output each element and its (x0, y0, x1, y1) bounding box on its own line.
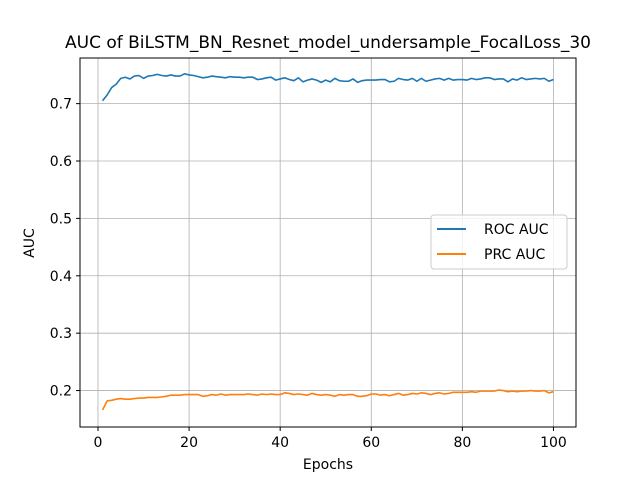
chart-title: AUC of BiLSTM_BN_Resnet_model_undersampl… (65, 33, 591, 53)
legend-label-roc-auc: ROC AUC (484, 222, 549, 238)
plot-frame (79, 57, 577, 428)
y-tick-label: 0.3 (50, 326, 72, 342)
x-tick-label: 20 (180, 435, 198, 451)
y-tick-label: 0.4 (50, 269, 72, 285)
legend-label-prc-auc: PRC AUC (484, 247, 546, 263)
x-tick-label: 60 (362, 435, 380, 451)
series-layer (101, 72, 554, 411)
x-tick-label: 40 (271, 435, 289, 451)
x-axis-ticks: 0 20 40 60 80 100 (94, 427, 567, 451)
series-line-roc-auc (101, 72, 554, 102)
x-tick-label: 80 (453, 435, 471, 451)
y-tick-label: 0.5 (50, 211, 72, 227)
y-axis-ticks: 0.2 0.3 0.4 0.5 0.6 0.7 (50, 97, 80, 400)
series-line-prc-auc (101, 389, 554, 411)
x-tick-label: 100 (540, 435, 567, 451)
y-tick-label: 0.7 (50, 97, 72, 113)
y-tick-label: 0.6 (50, 154, 72, 170)
legend: ROC AUC PRC AUC (430, 214, 568, 270)
y-axis-label: AUC (22, 228, 38, 258)
x-tick-label: 0 (94, 435, 103, 451)
y-tick-label: 0.2 (50, 384, 72, 400)
x-axis-label: Epochs (303, 457, 353, 473)
